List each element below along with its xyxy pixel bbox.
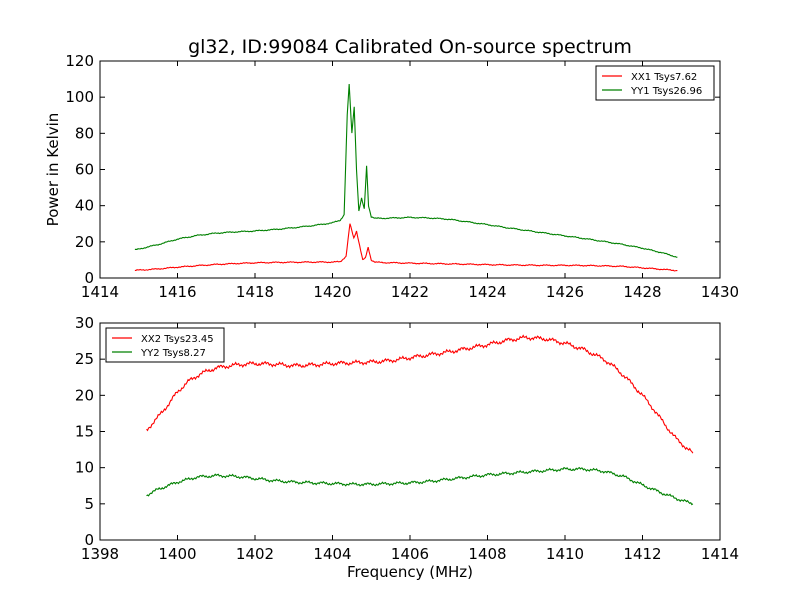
x-tick-label: 1426 (546, 283, 584, 301)
y-tick-label: 0 (84, 269, 94, 287)
x-tick-label: 1430 (701, 283, 739, 301)
x-tick-label: 1420 (313, 283, 351, 301)
y-tick-label: 40 (75, 197, 94, 215)
bottom-subplot: 1398 1400 1402 1404 1406 1408 1410 1412 1414 0 5 10… (75, 314, 739, 581)
series-line-1 (134, 223, 678, 272)
x-tick-label: 1400 (158, 545, 196, 563)
y-tick-label: 80 (75, 124, 94, 142)
y-tick-label: 30 (75, 314, 94, 332)
x-tick-label: 1416 (158, 283, 196, 301)
x-axis-label: Frequency (MHz) (347, 563, 473, 581)
legend-entry: XX1 Tsys7.62 (631, 72, 697, 83)
x-tick-label: 1404 (313, 545, 351, 563)
y-tick-label: 20 (75, 386, 94, 404)
series-line-2 (134, 83, 678, 258)
y-axis-label: Power in Kelvin (44, 113, 62, 227)
x-tick-label: 1414 (701, 545, 739, 563)
y-tick-label: 60 (75, 161, 94, 179)
x-tick-label: 1414 (81, 283, 119, 301)
x-tick-label: 1424 (468, 283, 506, 301)
y-tick-label: 5 (84, 495, 94, 513)
legend-box (595, 65, 715, 101)
legend-entry: YY2 Tsys8.27 (140, 348, 206, 359)
y-tick-label: 20 (75, 233, 94, 251)
y-tick-label: 100 (65, 88, 94, 106)
legend-entry: YY1 Tsys26.96 (630, 86, 702, 97)
x-tick-label: 1406 (391, 545, 429, 563)
x-tick-label: 1412 (623, 545, 661, 563)
legend-box (105, 327, 225, 363)
x-tick-label: 1408 (468, 545, 506, 563)
x-tick-label: 1410 (546, 545, 584, 563)
y-tick-label: 10 (75, 459, 94, 477)
x-tick-label: 1398 (81, 545, 119, 563)
top-subplot: 1414 1416 1418 1420 1422 1424 1426 1428 1430 0 20 4… (44, 52, 739, 301)
x-tick-label: 1402 (236, 545, 274, 563)
legend: XX1 Tsys7.62 YY1 Tsys26.96 (595, 65, 715, 101)
legend: XX2 Tsys23.45 YY2 Tsys8.27 (105, 327, 225, 363)
x-tick-label: 1422 (391, 283, 429, 301)
x-tick-label: 1418 (236, 283, 274, 301)
y-tick-label: 25 (75, 350, 94, 368)
legend-entry: XX2 Tsys23.45 (141, 334, 214, 345)
series-line-1 (146, 334, 694, 454)
y-tick-label: 120 (65, 52, 94, 70)
series-line-2 (146, 466, 694, 506)
x-tick-label: 1428 (623, 283, 661, 301)
y-tick-label: 0 (84, 531, 94, 549)
y-tick-label: 15 (75, 423, 94, 441)
chart-title: gl32, ID:99084 Calibrated On-source spec… (188, 36, 632, 58)
